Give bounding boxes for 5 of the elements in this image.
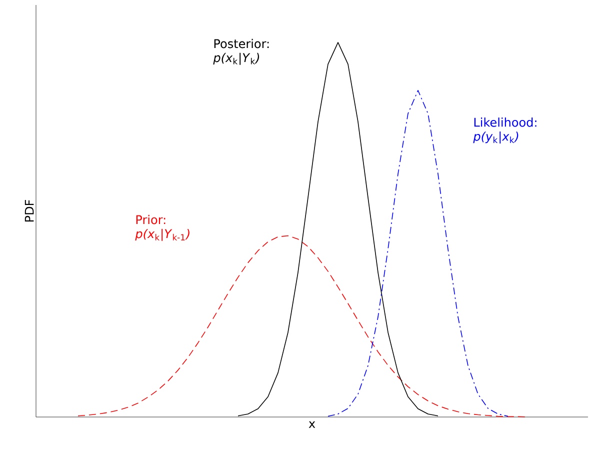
text: Likelihood: p(y$_{k}$|x$_{k}$) — [473, 118, 536, 144]
text: Prior: p(x$_{k}$|Y$_{k-1}$) — [135, 214, 190, 241]
text: Posterior: p(x$_{k}$|Y$_{k}$) — [213, 38, 269, 65]
y-axis-title: PDF — [24, 200, 34, 222]
x-axis-title: x — [308, 421, 316, 428]
